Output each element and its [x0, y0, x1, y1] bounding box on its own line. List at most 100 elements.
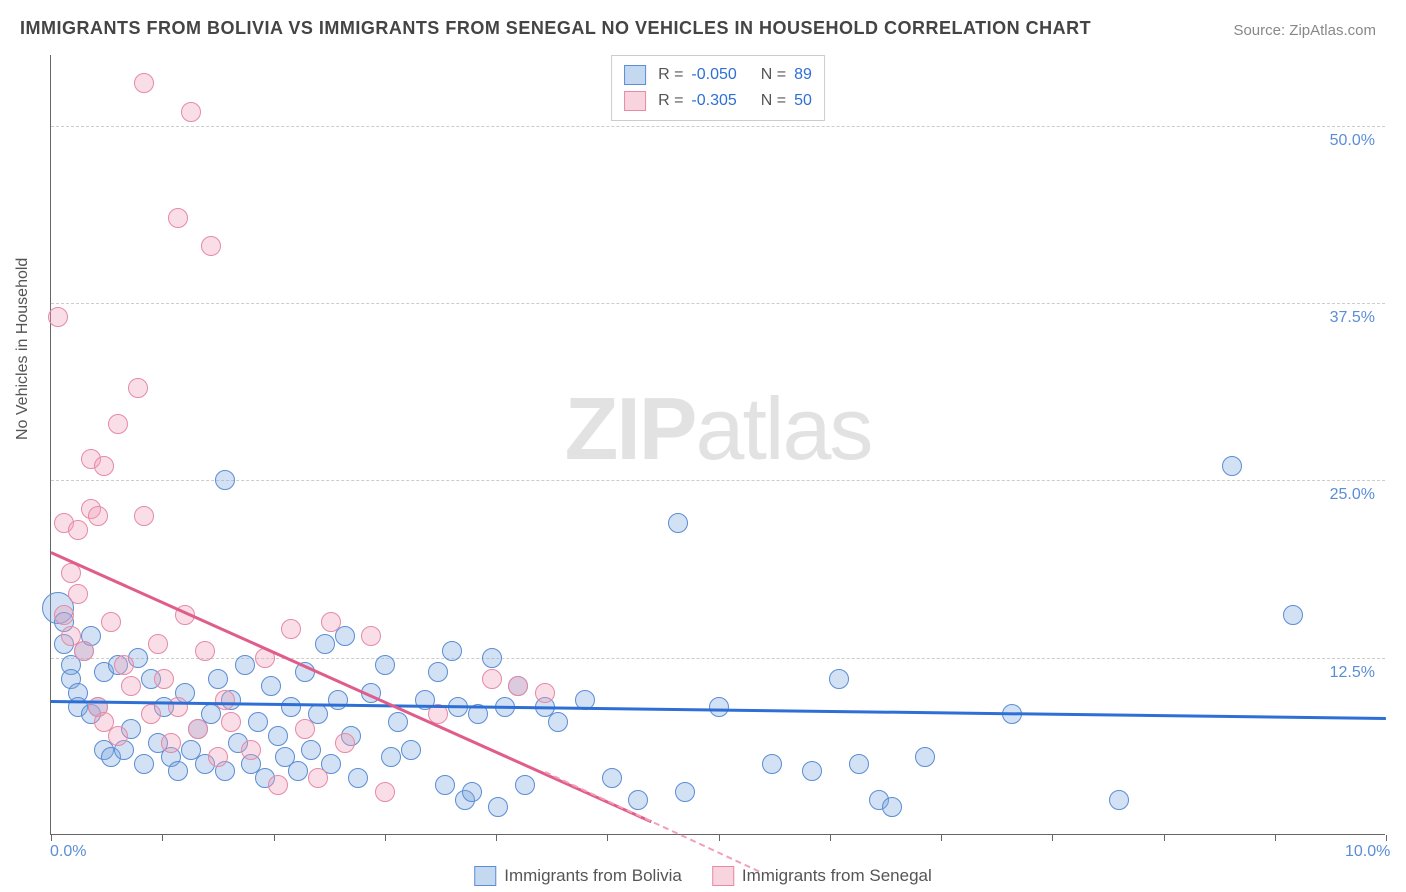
watermark-bold: ZIP — [565, 379, 696, 478]
x-tick-mark — [162, 835, 163, 841]
data-point-senegal — [335, 733, 355, 753]
gridline — [51, 480, 1385, 481]
plot-area: ZIPatlas R = -0.050N = 89R = -0.305N = 5… — [50, 55, 1385, 835]
data-point-bolivia — [268, 726, 288, 746]
x-tick-mark — [719, 835, 720, 841]
data-point-bolivia — [602, 768, 622, 788]
data-point-senegal — [201, 236, 221, 256]
data-point-senegal — [221, 712, 241, 732]
watermark: ZIPatlas — [565, 378, 872, 480]
data-point-senegal — [54, 605, 74, 625]
data-point-senegal — [268, 775, 288, 795]
source-label: Source: ZipAtlas.com — [1233, 22, 1376, 39]
x-tick-mark — [1052, 835, 1053, 841]
y-tick-label: 12.5% — [1330, 664, 1375, 682]
data-point-bolivia — [482, 648, 502, 668]
r-value: -0.305 — [691, 88, 736, 114]
data-point-bolivia — [462, 782, 482, 802]
series-legend-item-senegal: Immigrants from Senegal — [712, 866, 932, 886]
watermark-rest: atlas — [696, 379, 872, 478]
data-point-bolivia — [301, 740, 321, 760]
data-point-bolivia — [248, 712, 268, 732]
legend-swatch — [474, 866, 496, 886]
data-point-senegal — [535, 683, 555, 703]
data-point-senegal — [114, 655, 134, 675]
chart-title: IMMIGRANTS FROM BOLIVIA VS IMMIGRANTS FR… — [20, 18, 1091, 39]
x-tick-mark — [385, 835, 386, 841]
data-point-senegal — [108, 414, 128, 434]
data-point-senegal — [308, 768, 328, 788]
data-point-senegal — [375, 782, 395, 802]
data-point-bolivia — [401, 740, 421, 760]
data-point-bolivia — [882, 797, 902, 817]
r-value: -0.050 — [691, 62, 736, 88]
data-point-bolivia — [515, 775, 535, 795]
data-point-bolivia — [281, 697, 301, 717]
n-label: N = — [761, 88, 786, 114]
data-point-senegal — [134, 73, 154, 93]
data-point-senegal — [101, 612, 121, 632]
data-point-senegal — [141, 704, 161, 724]
data-point-bolivia — [328, 690, 348, 710]
data-point-bolivia — [675, 782, 695, 802]
data-point-bolivia — [381, 747, 401, 767]
legend-swatch — [624, 91, 646, 111]
data-point-senegal — [161, 733, 181, 753]
data-point-senegal — [482, 669, 502, 689]
data-point-senegal — [134, 506, 154, 526]
data-point-senegal — [88, 506, 108, 526]
data-point-bolivia — [488, 797, 508, 817]
data-point-senegal — [295, 719, 315, 739]
r-label: R = — [658, 62, 683, 88]
data-point-bolivia — [288, 761, 308, 781]
y-tick-label: 50.0% — [1330, 132, 1375, 150]
data-point-bolivia — [208, 669, 228, 689]
data-point-senegal — [94, 456, 114, 476]
data-point-bolivia — [915, 747, 935, 767]
y-axis-label: No Vehicles in Household — [14, 258, 32, 440]
data-point-bolivia — [1222, 456, 1242, 476]
data-point-senegal — [148, 634, 168, 654]
data-point-senegal — [108, 726, 128, 746]
data-point-senegal — [181, 102, 201, 122]
data-point-senegal — [215, 690, 235, 710]
data-point-bolivia — [215, 470, 235, 490]
legend-row-senegal: R = -0.305 N = 50 — [624, 88, 812, 114]
data-point-bolivia — [628, 790, 648, 810]
data-point-senegal — [68, 520, 88, 540]
data-point-bolivia — [849, 754, 869, 774]
series-label: Immigrants from Bolivia — [504, 866, 682, 886]
data-point-bolivia — [802, 761, 822, 781]
data-point-senegal — [48, 307, 68, 327]
x-tick-mark — [607, 835, 608, 841]
data-point-bolivia — [1109, 790, 1129, 810]
data-point-bolivia — [375, 655, 395, 675]
gridline — [51, 303, 1385, 304]
stats-legend: R = -0.050N = 89R = -0.305N = 50 — [611, 55, 825, 121]
data-point-bolivia — [388, 712, 408, 732]
x-tick-label: 10.0% — [1345, 843, 1390, 861]
y-tick-label: 37.5% — [1330, 309, 1375, 327]
series-label: Immigrants from Senegal — [742, 866, 932, 886]
y-tick-label: 25.0% — [1330, 486, 1375, 504]
series-legend-item-bolivia: Immigrants from Bolivia — [474, 866, 682, 886]
data-point-senegal — [321, 612, 341, 632]
gridline — [51, 126, 1385, 127]
x-tick-mark — [496, 835, 497, 841]
data-point-bolivia — [134, 754, 154, 774]
r-label: R = — [658, 88, 683, 114]
data-point-senegal — [154, 669, 174, 689]
data-point-bolivia — [709, 697, 729, 717]
x-tick-mark — [1386, 835, 1387, 841]
data-point-senegal — [168, 697, 188, 717]
trend-line-pink — [544, 771, 759, 873]
data-point-bolivia — [428, 662, 448, 682]
data-point-bolivia — [261, 676, 281, 696]
n-label: N = — [761, 62, 786, 88]
data-point-bolivia — [668, 513, 688, 533]
data-point-bolivia — [435, 775, 455, 795]
n-value: 50 — [794, 88, 812, 114]
data-point-bolivia — [235, 655, 255, 675]
data-point-senegal — [208, 747, 228, 767]
x-tick-label: 0.0% — [50, 843, 86, 861]
